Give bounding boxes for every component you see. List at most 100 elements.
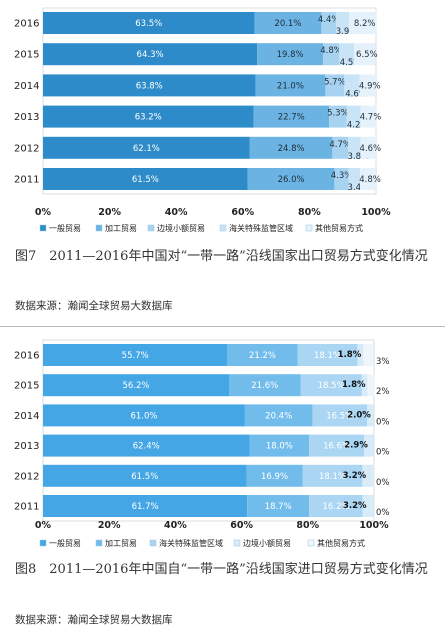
bar-segment: [334, 168, 349, 190]
x-tick-label: 80%: [296, 520, 319, 531]
bar-segment: [43, 464, 247, 487]
bar-segment: [323, 43, 340, 66]
legend-label: 海关特殊监管区域: [229, 223, 293, 233]
legend-label: 加工贸易: [105, 538, 137, 548]
bar-segment: [359, 74, 376, 97]
data-label: 4.8%: [359, 175, 381, 185]
data-label: 16.9%: [261, 472, 288, 482]
legend-swatch: [39, 539, 47, 547]
x-tick-label: 40%: [165, 207, 188, 218]
data-label: 20.1%: [274, 19, 301, 29]
bar-segment: [360, 105, 377, 128]
legend-swatch: [147, 224, 155, 232]
data-label: 5.7%: [324, 77, 346, 87]
data-label: 3.2%: [343, 471, 367, 481]
bar-segment: [247, 168, 335, 190]
category-label: 2015: [14, 50, 39, 61]
data-label: 2.9%: [344, 441, 368, 451]
category-label: 2015: [14, 381, 39, 392]
bar-segment: [360, 136, 376, 159]
bar-segment: [43, 105, 254, 128]
data-label: 64.3%: [137, 50, 164, 60]
bar-segment: [249, 434, 310, 457]
bar-segment: [346, 105, 361, 128]
bar-segment: [348, 168, 361, 190]
data-label: 0%: [376, 448, 390, 458]
bar-segment: [302, 464, 363, 487]
plot-frame: [42, 7, 377, 195]
data-label: 19.8%: [277, 50, 304, 60]
legend-swatch: [307, 539, 315, 547]
data-label: 5.3%: [327, 109, 349, 119]
data-label: 2%: [376, 387, 390, 397]
import-chart-caption: 图8 2011—2016年中国自“一带一路”沿线国家进口贸易方式变化情况: [15, 562, 428, 577]
data-label: 61.5%: [132, 175, 159, 185]
bar-segment: [344, 74, 360, 97]
legend-swatch: [219, 224, 227, 232]
import-stacked-bar-chart: 2016 55.7% 21.2% 18.1%1.8%3%2015 56.2% 21.6% 1…: [14, 339, 390, 548]
category-label: 2012: [14, 471, 39, 482]
data-label: 0%: [376, 478, 390, 488]
legend-label: 其他贸易方式: [317, 538, 365, 548]
data-label: 4.2%: [347, 121, 369, 131]
data-label: 62.1%: [133, 144, 160, 154]
bar-segment: [43, 136, 250, 159]
bar-segment: [43, 374, 230, 397]
bar-segment: [332, 136, 349, 159]
data-label: 55.7%: [122, 351, 149, 361]
plot-frame: [42, 339, 375, 522]
data-label: 3%: [376, 357, 390, 367]
bar-segment: [321, 12, 337, 34]
import-chart-source: 数据来源：瀚闻全球贸易大数据库: [15, 614, 173, 626]
data-label: 4.7%: [329, 140, 351, 150]
data-label: 24.8%: [278, 144, 305, 154]
bar-segment: [362, 495, 374, 517]
data-label: 61.7%: [132, 502, 159, 512]
category-label: 2012: [14, 143, 39, 154]
data-label: 16.6%: [323, 442, 350, 452]
data-label: 3.9%: [336, 27, 358, 37]
data-label: 16.5%: [326, 411, 353, 421]
data-label: 18.7%: [265, 502, 292, 512]
x-tick-label: 60%: [230, 520, 253, 531]
data-label: 18.1%: [314, 351, 341, 361]
data-label: 0%: [376, 417, 390, 427]
legend-label: 加工贸易: [105, 223, 137, 233]
export-chart-source: 数据来源：瀚闻全球贸易大数据库: [15, 300, 173, 312]
x-tick-label: 20%: [98, 207, 121, 218]
bar-segment: [43, 434, 250, 457]
data-label: 63.8%: [136, 81, 163, 91]
data-label: 4.4%: [318, 15, 340, 25]
x-tick-label: 0%: [35, 207, 52, 218]
data-label: 6.5%: [356, 50, 378, 60]
bar-segment: [249, 136, 333, 159]
data-label: 4.6%: [345, 89, 367, 99]
data-label: 18.5%: [318, 381, 345, 391]
category-label: 2013: [14, 112, 39, 123]
export-chart-caption: 图7 2011—2016年中国对“一带一路”沿线国家出口贸易方式变化情况: [15, 249, 428, 264]
import-trade-chart-figure: 2016 55.7% 21.2% 18.1% 1.8% 3% 2015 56.2% 21.6% 1…: [0, 336, 445, 639]
bar-segment: [309, 434, 365, 457]
bar-segment: [325, 74, 345, 97]
data-label: 4.5%: [340, 58, 362, 68]
data-label: 4.9%: [359, 81, 381, 91]
x-tick-label: 100%: [361, 207, 391, 218]
legend-swatch: [233, 539, 241, 547]
category-label: 2014: [14, 81, 39, 92]
export-trade-chart-figure: 2016 63.5% 20.1% 4.4% 3.9% 8.2% 2015 64.3% 19.8%…: [14, 7, 428, 312]
bar-segment: [367, 374, 375, 397]
bar-segment: [363, 344, 374, 366]
data-label: 22.7%: [278, 113, 305, 123]
bar-segment: [336, 12, 350, 34]
data-label: 0%: [376, 508, 390, 518]
data-label: 18.1%: [319, 472, 346, 482]
legend-label: 边境小额贸易: [243, 538, 291, 548]
legend-swatch: [95, 539, 103, 547]
data-label: 63.5%: [135, 19, 162, 29]
category-label: 2011: [14, 175, 39, 186]
data-label: 1.8%: [338, 350, 362, 360]
bar-segment: [312, 404, 368, 427]
category-label: 2014: [14, 411, 39, 422]
bar-segment: [364, 434, 374, 457]
data-label: 3.2%: [343, 501, 367, 511]
